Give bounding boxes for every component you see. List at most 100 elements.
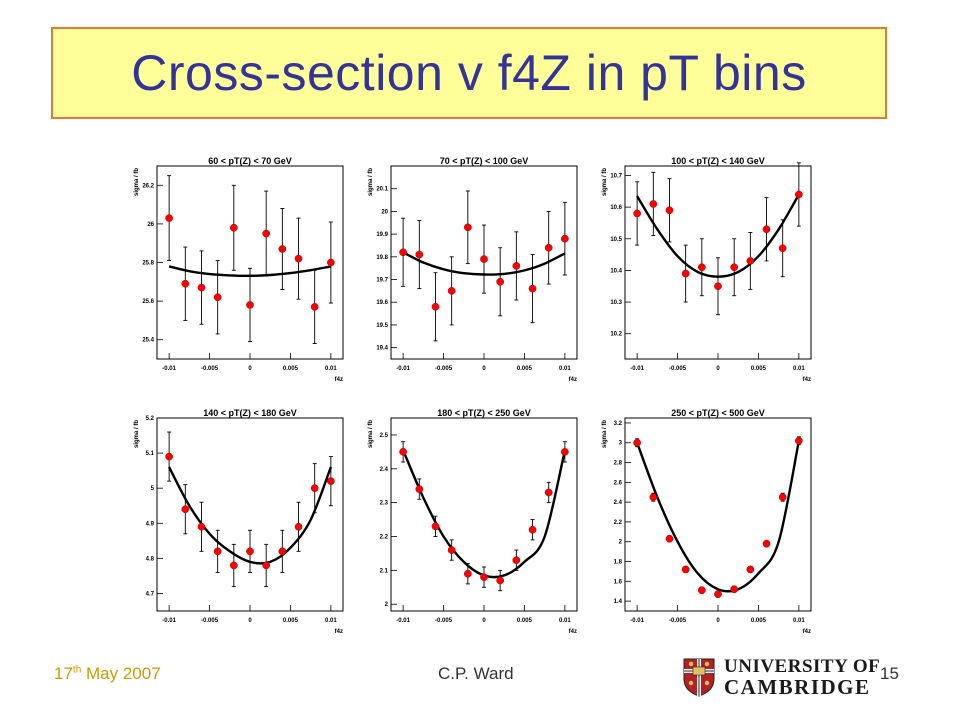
data-point bbox=[633, 438, 641, 447]
data-point bbox=[681, 269, 690, 278]
x-tick-label: 0.005 bbox=[283, 618, 299, 624]
data-point bbox=[310, 303, 319, 311]
plot-panel-4: 140 < pT(Z) < 180 GeV sigma / fb f4z -0.01 -… bbox=[130, 404, 355, 639]
x-tick-label: 0.01 bbox=[325, 618, 337, 624]
data-point bbox=[463, 569, 472, 578]
plot-svg-5: 180 < pT(Z) < 250 GeV sigma / fb f4z -0.01 -… bbox=[368, 408, 578, 635]
y-tick-label: 2.3 bbox=[380, 501, 389, 507]
x-tick-label: -0.01 bbox=[630, 618, 644, 624]
y-tick-label: 5.1 bbox=[146, 451, 155, 457]
y-tick-label: 25.8 bbox=[142, 261, 154, 267]
data-point bbox=[310, 484, 319, 493]
data-point bbox=[213, 547, 222, 556]
data-point bbox=[762, 539, 771, 548]
y-tick-label: 26 bbox=[147, 222, 154, 228]
data-point bbox=[229, 561, 238, 570]
data-point bbox=[197, 522, 206, 531]
title-box: Cross-section v f4Z in pT bins bbox=[51, 27, 887, 119]
page-number: 15 bbox=[880, 664, 899, 683]
data-point bbox=[262, 561, 271, 570]
data-point bbox=[795, 436, 803, 445]
x-tick-label: 0.005 bbox=[517, 366, 533, 372]
data-point bbox=[294, 254, 303, 263]
data-point bbox=[665, 206, 674, 215]
data-point bbox=[528, 525, 537, 534]
logo-line-2: CAMBRIDGE bbox=[724, 674, 871, 699]
x-tick-label: 0.005 bbox=[283, 366, 299, 372]
y-tick-label: 19.8 bbox=[376, 255, 388, 261]
data-point bbox=[278, 547, 287, 556]
x-axis-label: f4z bbox=[569, 377, 577, 383]
x-axis-label: f4z bbox=[335, 377, 343, 383]
data-point bbox=[561, 448, 569, 456]
data-point bbox=[229, 223, 238, 232]
x-tick-label: -0.01 bbox=[396, 618, 410, 624]
y-tick-label: 10.3 bbox=[610, 300, 622, 306]
data-point bbox=[778, 493, 787, 502]
x-tick-label: 0 bbox=[248, 366, 252, 372]
logo-line-1: UNIVERSITY OF bbox=[724, 655, 881, 677]
data-point bbox=[649, 200, 658, 208]
x-tick-label: 0.01 bbox=[793, 366, 805, 372]
plot-svg-1: 60 < pT(Z) < 70 GeV sigma / fb f4z -0.01 -0.… bbox=[134, 156, 344, 383]
plot-panel-6: 250 < pT(Z) < 500 GeV sigma / fb f4z -0.01 -… bbox=[598, 404, 823, 639]
data-point bbox=[327, 477, 335, 486]
data-point bbox=[399, 448, 407, 456]
y-tick-label: 19.4 bbox=[376, 346, 388, 352]
x-tick-label: 0 bbox=[482, 366, 486, 372]
x-tick-label: -0.005 bbox=[201, 366, 219, 372]
plot-title: 100 < pT(Z) < 140 GeV bbox=[671, 156, 765, 166]
footer-date: 17th May 2007 bbox=[54, 664, 161, 684]
x-tick-label: -0.005 bbox=[435, 618, 453, 624]
x-tick-label: -0.005 bbox=[435, 366, 453, 372]
y-tick-label: 2.5 bbox=[380, 433, 389, 439]
data-point bbox=[544, 488, 553, 497]
y-tick-label: 10.7 bbox=[610, 173, 622, 179]
data-point bbox=[697, 586, 706, 595]
data-point bbox=[246, 301, 254, 309]
x-tick-label: 0.01 bbox=[559, 618, 571, 624]
data-point bbox=[512, 262, 521, 270]
data-point bbox=[447, 546, 456, 554]
data-point bbox=[746, 257, 755, 265]
data-point bbox=[649, 493, 658, 502]
plot-svg-4: 140 < pT(Z) < 180 GeV sigma / fb f4z -0.01 -… bbox=[134, 408, 344, 635]
data-point bbox=[762, 225, 771, 234]
data-point bbox=[181, 279, 190, 288]
y-tick-label: 19.7 bbox=[376, 278, 388, 284]
data-point bbox=[480, 255, 488, 263]
cambridge-crest-icon bbox=[683, 658, 715, 697]
x-tick-label: -0.005 bbox=[201, 618, 219, 624]
y-tick-label: 2 bbox=[619, 540, 623, 546]
y-tick-label: 19.9 bbox=[376, 232, 388, 238]
x-axis-label: f4z bbox=[335, 629, 343, 635]
plot-title: 60 < pT(Z) < 70 GeV bbox=[208, 156, 292, 166]
data-point bbox=[633, 209, 641, 218]
data-point bbox=[165, 452, 173, 461]
x-axis-label: f4z bbox=[803, 377, 811, 383]
data-point bbox=[730, 263, 739, 272]
footer-date-rest: May 2007 bbox=[81, 664, 161, 683]
data-point bbox=[262, 229, 271, 238]
data-point bbox=[778, 244, 787, 253]
y-tick-label: 10.4 bbox=[610, 268, 622, 274]
y-tick-label: 2.6 bbox=[614, 480, 623, 486]
x-tick-label: -0.005 bbox=[669, 366, 687, 372]
data-point bbox=[327, 258, 335, 267]
x-tick-label: 0.005 bbox=[751, 366, 767, 372]
data-point bbox=[415, 485, 424, 493]
footer-date-day: 17 bbox=[54, 664, 73, 683]
data-point bbox=[496, 277, 505, 286]
y-tick-label: 20 bbox=[381, 209, 388, 215]
y-tick-label: 2.1 bbox=[380, 568, 389, 574]
data-point bbox=[681, 565, 690, 574]
y-tick-label: 5 bbox=[151, 486, 155, 492]
x-tick-label: 0 bbox=[248, 618, 252, 624]
plot-svg-2: 70 < pT(Z) < 100 GeV sigma / fb f4z -0.01 -0… bbox=[368, 156, 578, 383]
plot-panel-5: 180 < pT(Z) < 250 GeV sigma / fb f4z -0.01 -… bbox=[364, 404, 589, 639]
university-logo: UNIVERSITY OF CAMBRIDGE bbox=[682, 656, 880, 698]
plot-panel-1: 60 < pT(Z) < 70 GeV sigma / fb f4z -0.01 -0.… bbox=[130, 152, 355, 387]
y-tick-label: 2.2 bbox=[380, 535, 389, 541]
footer-date-suffix: th bbox=[72, 664, 82, 676]
y-tick-label: 19.5 bbox=[376, 323, 388, 329]
